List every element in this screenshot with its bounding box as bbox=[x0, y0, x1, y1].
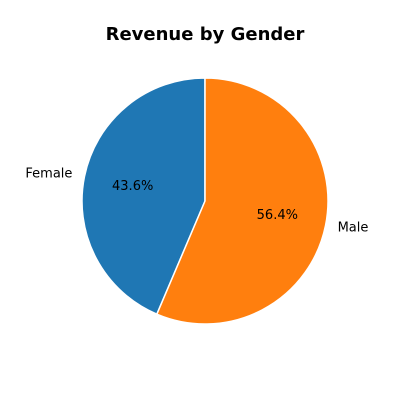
pie-slice-male bbox=[156, 77, 329, 325]
pie-labels: Female 43.6% Male 56.4% bbox=[25, 166, 368, 235]
slice-label-male: Male bbox=[338, 221, 369, 236]
pie-slice-female bbox=[81, 77, 206, 315]
pie-slices bbox=[81, 77, 329, 325]
slice-label-female: Female bbox=[25, 166, 72, 181]
slice-percent-male: 56.4% bbox=[257, 208, 298, 223]
slice-percent-female: 43.6% bbox=[112, 179, 153, 194]
chart-title: Revenue by Gender bbox=[106, 24, 305, 45]
